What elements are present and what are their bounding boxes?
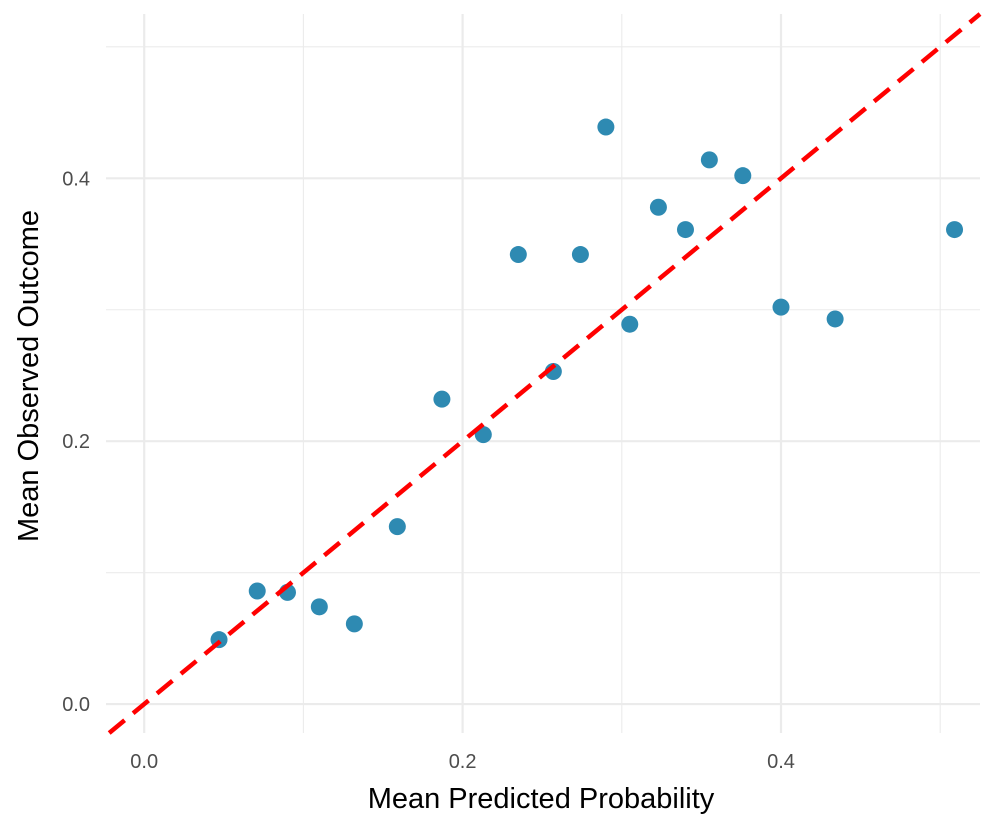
data-point (509, 246, 527, 264)
data-points (210, 118, 964, 649)
x-tick-label: 0.2 (449, 751, 477, 773)
reference-line-group (107, 12, 982, 735)
data-point (826, 310, 844, 328)
data-point (433, 390, 451, 408)
data-point (676, 221, 694, 239)
data-point (571, 246, 589, 264)
data-point (388, 518, 406, 536)
data-point (946, 221, 964, 239)
x-tick-label: 0.4 (767, 751, 795, 773)
reference-line (107, 12, 982, 735)
data-point (310, 598, 328, 616)
x-tick-labels: 0.0 0.2 0.4 (130, 751, 795, 773)
data-point (248, 582, 266, 600)
grid (106, 14, 980, 733)
x-tick-label: 0.0 (130, 751, 158, 773)
y-tick-labels: 0.0 0.2 0.4 (62, 168, 90, 716)
data-point (345, 615, 363, 633)
y-tick-label: 0.2 (62, 431, 90, 453)
data-point (649, 198, 667, 216)
y-tick-label: 0.4 (62, 168, 90, 190)
data-point (734, 167, 752, 185)
data-point (597, 118, 615, 136)
y-tick-label: 0.0 (62, 694, 90, 716)
data-point (772, 298, 790, 316)
data-point (700, 151, 718, 169)
data-point (621, 315, 639, 333)
y-axis-title: Mean Observed Outcome (13, 210, 45, 542)
x-axis-title: Mean Predicted Probability (368, 783, 715, 815)
